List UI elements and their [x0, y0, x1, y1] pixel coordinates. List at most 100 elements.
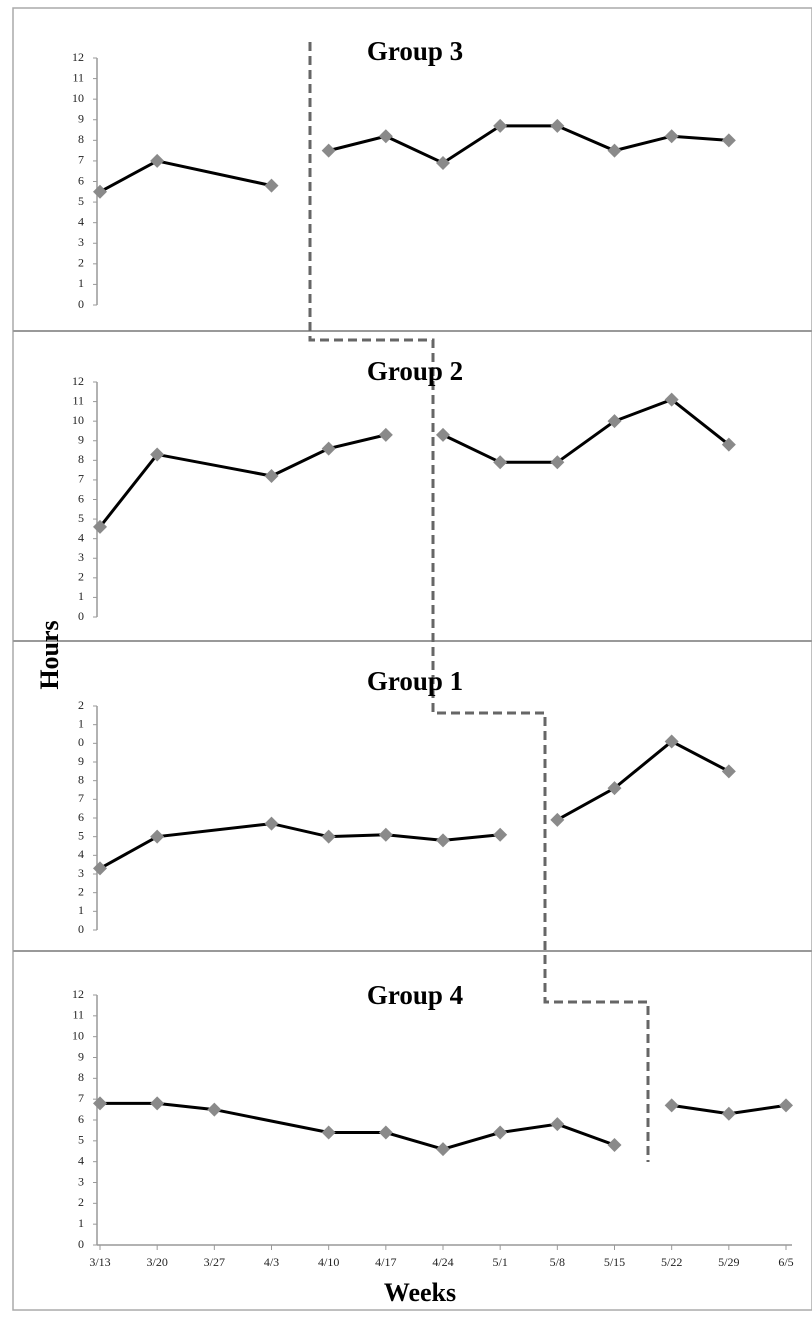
x-tick-label: 5/15	[604, 1255, 625, 1269]
y-tick-label: 7	[78, 1091, 84, 1105]
x-tick-label: 4/17	[375, 1255, 396, 1269]
data-point	[321, 1125, 336, 1140]
data-point	[550, 1117, 565, 1132]
y-tick-label: 9	[78, 112, 84, 126]
x-tick-label: 5/8	[550, 1255, 565, 1269]
y-tick-label: 0	[78, 1237, 84, 1251]
data-point	[378, 1125, 393, 1140]
data-line	[98, 433, 387, 528]
y-axis-label: Hours	[35, 620, 64, 689]
y-tick-label: 5	[78, 194, 84, 208]
y-tick-label: 10	[72, 413, 84, 427]
data-point	[264, 469, 279, 483]
y-tick-label: 0	[78, 735, 84, 749]
data-point	[321, 143, 336, 158]
y-tick-label: 2	[78, 698, 84, 712]
y-tick-label: 4	[78, 530, 84, 544]
data-line	[99, 159, 272, 194]
y-tick-label: 2	[78, 256, 84, 270]
y-tick-label: 9	[78, 754, 84, 768]
y-tick-label: 12	[72, 50, 84, 64]
y-tick-label: 8	[78, 132, 84, 146]
data-point	[436, 427, 450, 442]
data-point	[264, 178, 279, 193]
data-point	[721, 437, 736, 452]
panel-title: Group 4	[367, 980, 463, 1010]
data-point	[93, 1096, 107, 1111]
data-point	[493, 1125, 508, 1140]
data-point	[264, 816, 279, 831]
x-tick-label: 3/27	[204, 1255, 225, 1269]
x-tick-label: 5/29	[718, 1255, 739, 1269]
y-tick-label: 6	[78, 1112, 84, 1126]
data-point	[436, 833, 450, 848]
y-tick-label: 1	[78, 276, 84, 290]
x-tick-label: 4/24	[432, 1255, 453, 1269]
data-point	[607, 143, 622, 158]
x-tick-label: 4/10	[318, 1255, 339, 1269]
data-line	[328, 124, 729, 165]
data-point	[150, 447, 165, 462]
data-line	[556, 739, 730, 822]
y-tick-label: 1	[78, 1216, 84, 1230]
data-point	[436, 155, 450, 170]
y-tick-label: 6	[78, 810, 84, 824]
y-tick-label: 4	[78, 847, 84, 861]
y-tick-label: 9	[78, 1049, 84, 1063]
y-tick-label: 1	[78, 903, 84, 917]
y-tick-label: 8	[78, 1070, 84, 1084]
data-point	[93, 861, 107, 876]
data-point	[150, 153, 165, 168]
data-point	[93, 519, 107, 534]
panel-title: Group 3	[367, 36, 463, 66]
data-point	[721, 764, 736, 779]
y-tick-label: 1	[78, 589, 84, 603]
y-tick-label: 0	[78, 922, 84, 936]
x-tick-label: 5/1	[492, 1255, 507, 1269]
data-point	[721, 133, 736, 148]
data-line	[100, 1101, 616, 1151]
data-line	[442, 397, 730, 464]
data-point	[607, 781, 622, 796]
data-point	[378, 427, 393, 442]
y-tick-label: 2	[78, 1195, 84, 1209]
data-point	[378, 129, 393, 144]
data-point	[378, 827, 393, 842]
data-point	[493, 118, 508, 133]
data-line	[99, 822, 501, 870]
y-tick-label: 10	[72, 91, 84, 105]
frame	[12, 7, 812, 1311]
data-point	[607, 1138, 622, 1152]
x-tick-label: 3/20	[146, 1255, 167, 1269]
y-tick-label: 12	[72, 987, 84, 1001]
x-tick-label: 3/13	[89, 1255, 110, 1269]
data-point	[493, 455, 508, 470]
y-tick-label: 3	[78, 1174, 84, 1188]
x-axis-label: Weeks	[384, 1278, 456, 1307]
y-tick-label: 10	[72, 1028, 84, 1042]
y-tick-label: 3	[78, 550, 84, 564]
y-tick-label: 3	[78, 235, 84, 249]
data-point	[607, 414, 622, 429]
data-point	[721, 1106, 736, 1121]
y-tick-label: 8	[78, 772, 84, 786]
data-point	[207, 1102, 222, 1117]
data-point	[664, 1098, 679, 1113]
panel-title: Group 2	[367, 356, 463, 386]
data-point	[550, 118, 565, 133]
data-point	[150, 829, 165, 844]
data-point	[664, 734, 679, 749]
data-point	[664, 392, 679, 407]
data-point	[493, 827, 508, 842]
data-point	[550, 455, 565, 470]
y-tick-label: 11	[72, 393, 84, 407]
y-tick-label: 5	[78, 511, 84, 525]
x-tick-label: 6/5	[778, 1255, 793, 1269]
y-tick-label: 4	[78, 1153, 84, 1167]
y-tick-label: 7	[78, 791, 84, 805]
y-tick-label: 4	[78, 214, 84, 228]
y-tick-label: 5	[78, 828, 84, 842]
y-tick-label: 7	[78, 153, 84, 167]
y-tick-label: 11	[72, 70, 84, 84]
